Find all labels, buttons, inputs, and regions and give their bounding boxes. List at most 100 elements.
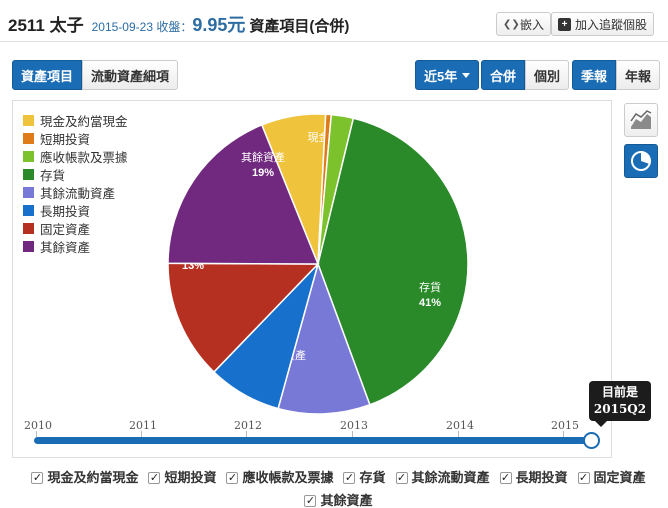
series-checkbox[interactable]: ✓ 短期投資: [148, 467, 216, 489]
checkbox-checked-icon[interactable]: ✓: [31, 472, 44, 484]
timeline-tick: [563, 431, 564, 437]
title-bar: 2511 太子 2015-09-23 收盤：9.95元 資產項目(合併): [8, 11, 349, 37]
checkbox-checked-icon[interactable]: ✓: [343, 472, 356, 484]
timeline-year: 2015: [551, 419, 579, 432]
tooltip-line1: 目前是: [601, 385, 638, 399]
page-header: 2511 太子 2015-09-23 收盤：9.95元 資產項目(合併) ❮❯ 嵌入…: [0, 0, 668, 42]
scope-group: 合併 個別: [481, 60, 570, 90]
legend-swatch: [23, 114, 34, 126]
slice-label: 存貨: [419, 280, 441, 294]
pie-slice[interactable]: [167, 262, 320, 374]
legend-swatch: [23, 186, 34, 198]
legend-swatch: [23, 168, 34, 180]
checkbox-label: 其餘流動資產: [411, 470, 490, 485]
legend-label: 長期投資: [40, 204, 91, 219]
annual-button[interactable]: 年報: [616, 60, 661, 90]
legend-item[interactable]: 短期投資: [23, 129, 128, 147]
pie-slice[interactable]: [317, 117, 469, 406]
add-tracking-label: 加入追蹤個股: [575, 17, 648, 32]
series-checkbox[interactable]: ✓ 其餘資產: [304, 490, 373, 508]
series-checkbox[interactable]: ✓ 現金及約當現金: [31, 467, 138, 489]
checkbox-checked-icon[interactable]: ✓: [577, 472, 590, 484]
checkbox-label: 固定資產: [593, 470, 646, 485]
pie-slice[interactable]: [167, 123, 320, 265]
legend-item[interactable]: 現金及約當現金: [23, 111, 128, 129]
pie-chart-button[interactable]: [624, 144, 658, 178]
legend-label: 固定資產: [40, 222, 91, 237]
embed-label: 嵌入: [520, 17, 545, 32]
timeline-year: 2011: [129, 419, 157, 432]
timeline-year: 2014: [446, 419, 474, 432]
area-chart-button[interactable]: [624, 103, 658, 137]
embed-icon: ❮❯: [503, 18, 520, 30]
timeline-year: 2012: [234, 419, 262, 432]
checkbox-label: 其餘資產: [320, 493, 373, 508]
legend-swatch: [23, 222, 34, 234]
pie-chart-icon: [631, 151, 651, 171]
individual-button[interactable]: 個別: [525, 60, 570, 90]
timeline-year: 2010: [24, 419, 52, 432]
checkbox-label: 應收帳款及票據: [242, 470, 334, 485]
period-group: 季報 年報: [572, 60, 661, 90]
legend-item[interactable]: 存貨: [23, 165, 128, 183]
legend-label: 其餘流動資產: [40, 186, 116, 201]
series-checkbox[interactable]: ✓ 固定資產: [577, 467, 646, 489]
range-group: 近5年: [415, 60, 480, 90]
timeline-tooltip: 目前是 2015Q2: [589, 381, 651, 427]
series-checkbox[interactable]: ✓ 應收帳款及票據: [226, 467, 333, 489]
checkbox-label: 存貨: [359, 470, 386, 485]
timeline-tick: [246, 431, 247, 437]
series-checkbox[interactable]: ✓ 長期投資: [499, 467, 568, 489]
tab-current-assets[interactable]: 流動資產細項: [82, 60, 179, 90]
range-dropdown[interactable]: 近5年: [415, 60, 480, 90]
embed-button[interactable]: ❮❯ 嵌入: [496, 12, 552, 36]
checkbox-label: 短期投資: [164, 470, 217, 485]
checkbox-checked-icon[interactable]: ✓: [304, 495, 317, 507]
timeline-tick: [36, 431, 37, 437]
checkbox-checked-icon[interactable]: ✓: [499, 472, 512, 484]
timeline-track[interactable]: [34, 437, 594, 444]
legend-item[interactable]: 應收帳款及票據: [23, 147, 128, 165]
timeline-year: 2013: [340, 419, 368, 432]
view-tabs: 資產項目 流動資產細項: [12, 60, 179, 90]
report-title: 資產項目(合併): [249, 18, 350, 35]
slice-percent: 41%: [419, 297, 441, 309]
add-tracking-button[interactable]: + 加入追蹤個股: [551, 12, 655, 36]
stock-name: 2511 太子: [8, 16, 84, 35]
legend-label: 應收帳款及票據: [40, 150, 128, 165]
area-chart-icon: [630, 110, 652, 129]
legend-label: 現金及約當現金: [40, 114, 128, 129]
checkbox-label: 長期投資: [515, 470, 568, 485]
checkbox-checked-icon[interactable]: ✓: [226, 472, 239, 484]
checkbox-label: 現金及約當現金: [47, 470, 139, 485]
slice-percent: 19%: [252, 167, 274, 179]
pie-slice[interactable]: [277, 261, 371, 415]
checkbox-checked-icon[interactable]: ✓: [395, 472, 408, 484]
slice-label: 其餘資產: [241, 150, 285, 164]
legend-label: 存貨: [40, 168, 66, 183]
legend-label: 短期投資: [40, 132, 91, 147]
legend-swatch: [23, 132, 34, 144]
pie-chart: 現金及約當現金7%存貨41%其餘流動資產10%長期投資8%固定資產13%其餘資產…: [167, 113, 469, 415]
legend-item[interactable]: 長期投資: [23, 201, 128, 219]
checkbox-checked-icon[interactable]: ✓: [148, 472, 161, 484]
chart-legend: 現金及約當現金 短期投資應收帳款及票據 存貨其餘流動資產 長期投資固定資產 其餘資產: [23, 111, 128, 255]
caret-down-icon: [462, 72, 471, 78]
legend-item[interactable]: 固定資產: [23, 219, 128, 237]
series-checkbox[interactable]: ✓ 存貨: [343, 467, 386, 489]
series-checkbox[interactable]: ✓ 其餘流動資產: [395, 467, 490, 489]
timeline-tick: [352, 431, 353, 437]
timeline-tick: [458, 431, 459, 437]
legend-swatch: [23, 150, 34, 162]
legend-item[interactable]: 其餘資產: [23, 237, 128, 255]
series-checkboxes: ✓ 現金及約當現金 ✓ 短期投資 ✓ 應收帳款及票據 ✓ 存貨 ✓ 其餘流動資產 ✓ 長期投資 ✓ 固定資…: [16, 466, 661, 508]
quarterly-button[interactable]: 季報: [572, 60, 617, 90]
tab-assets[interactable]: 資產項目: [12, 60, 83, 90]
legend-item[interactable]: 其餘流動資產: [23, 183, 128, 201]
timeline-handle[interactable]: [583, 432, 600, 449]
consolidated-button[interactable]: 合併: [481, 60, 526, 90]
close-date: 2015-09-23 收盤：: [91, 20, 193, 34]
tooltip-line2: 2015Q2: [593, 402, 647, 416]
legend-swatch: [23, 240, 34, 252]
